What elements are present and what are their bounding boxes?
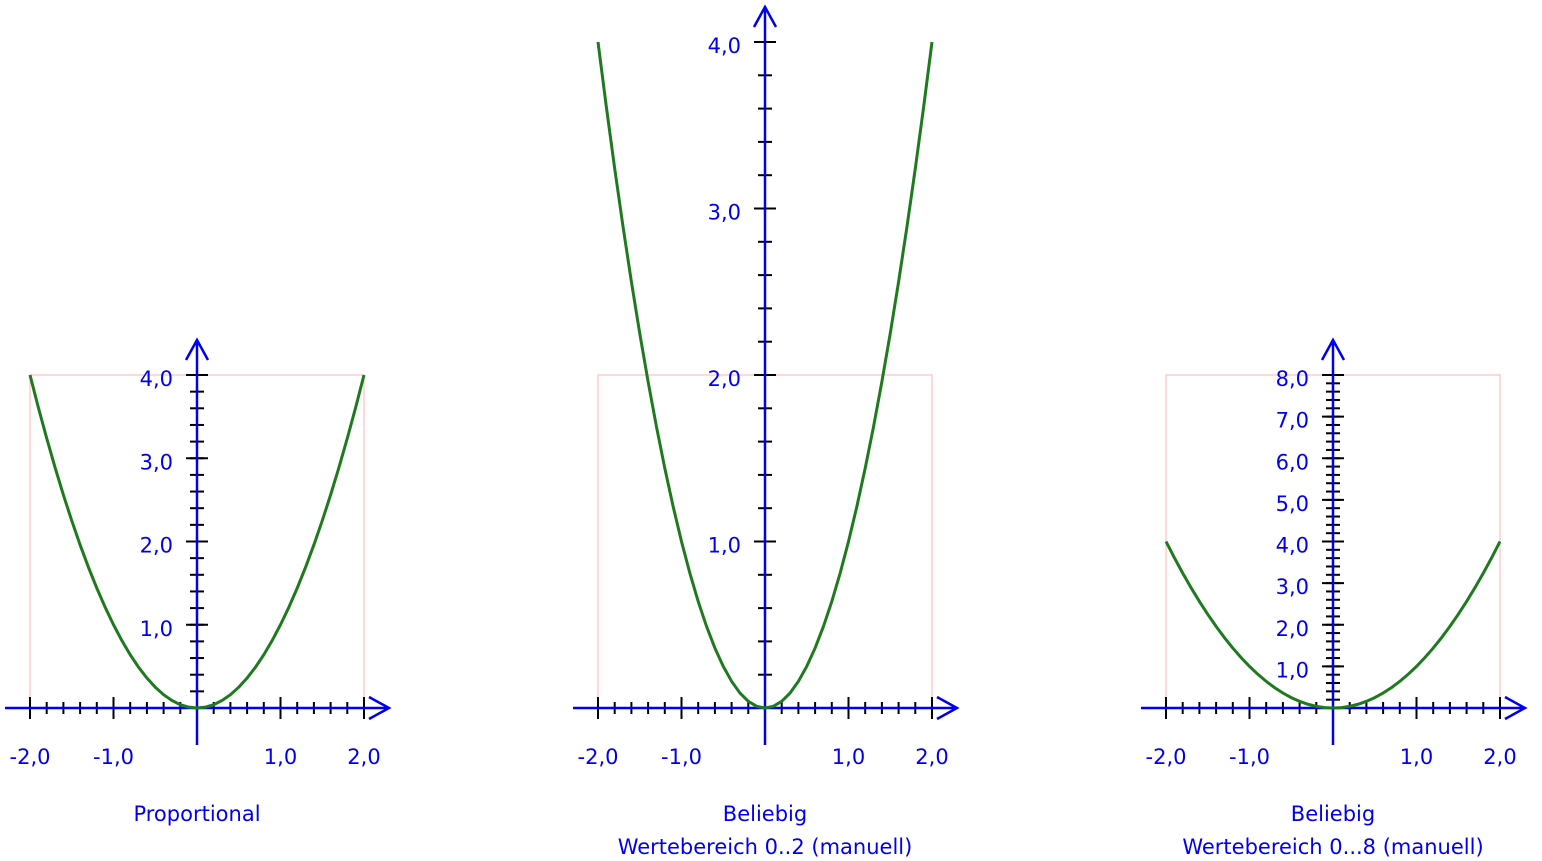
y-tick-label: 4,0: [140, 367, 173, 391]
x-tick-label: -2,0: [1146, 745, 1187, 769]
x-tick-label: -1,0: [1229, 745, 1270, 769]
chart-title: Beliebig: [723, 802, 807, 826]
y-tick-label: 4,0: [1276, 534, 1309, 558]
y-axis: [184, 337, 210, 745]
y-tick-label: 4,0: [708, 34, 741, 58]
y-axis: [1320, 337, 1346, 745]
chart-subtitle: Wertebereich 0..2 (manuell): [618, 835, 913, 859]
y-tick-label: 7,0: [1276, 409, 1309, 433]
x-tick-label: 2,0: [915, 745, 948, 769]
x-tick-label: 1,0: [264, 745, 297, 769]
y-tick-label: 5,0: [1276, 492, 1309, 516]
curve: [28, 374, 366, 710]
curve: [596, 41, 934, 710]
y-tick-label: 3,0: [708, 201, 741, 225]
y-tick-label: 3,0: [1276, 575, 1309, 599]
y-tick-label: 2,0: [140, 534, 173, 558]
chart-subtitle: Wertebereich 0...8 (manuell): [1182, 835, 1483, 859]
x-tick-label: 2,0: [347, 745, 380, 769]
y-tick-label: 1,0: [1276, 658, 1309, 682]
x-tick-label: 1,0: [1400, 745, 1433, 769]
y-axis: [752, 4, 778, 745]
chart-title: Proportional: [133, 802, 260, 826]
y-tick-label: 6,0: [1276, 450, 1309, 474]
y-tick-label: 3,0: [140, 450, 173, 474]
x-tick-label: 1,0: [832, 745, 865, 769]
y-tick-label: 8,0: [1276, 367, 1309, 391]
x-tick-label: -1,0: [661, 745, 702, 769]
x-tick-label: -1,0: [93, 745, 134, 769]
y-tick-label: 2,0: [708, 367, 741, 391]
curve: [1164, 540, 1502, 710]
x-tick-label: -2,0: [10, 745, 51, 769]
y-tick-label: 2,0: [1276, 617, 1309, 641]
x-tick-label: 2,0: [1483, 745, 1516, 769]
y-tick-label: 1,0: [708, 534, 741, 558]
y-tick-label: 1,0: [140, 617, 173, 641]
chart-title: Beliebig: [1291, 802, 1375, 826]
x-tick-label: -2,0: [578, 745, 619, 769]
